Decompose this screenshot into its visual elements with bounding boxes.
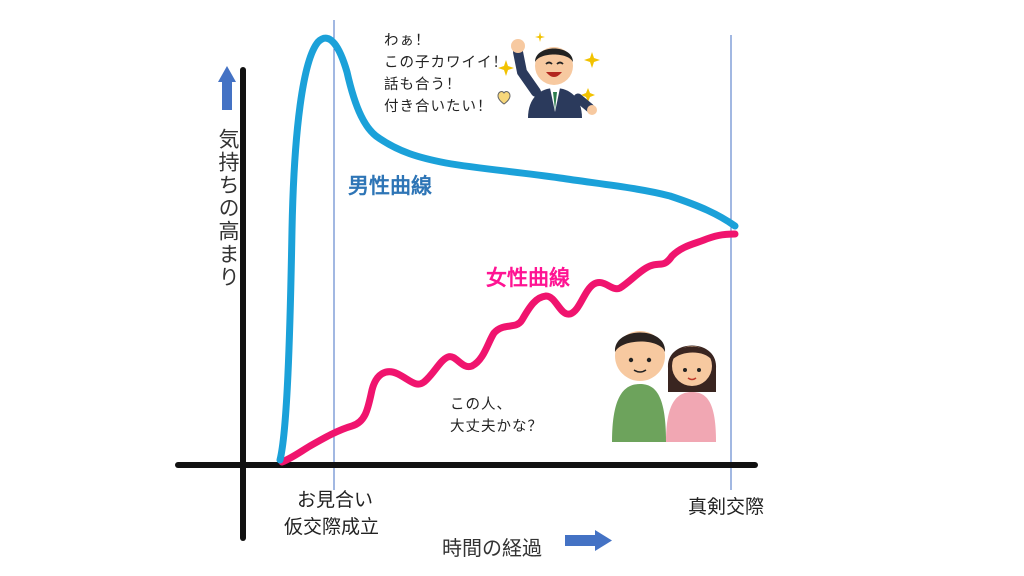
up-arrow-icon	[218, 66, 236, 110]
couple-icon	[612, 331, 717, 442]
provisional-dating-label: 仮交際成立	[284, 516, 380, 538]
sparkle-icon	[498, 60, 514, 76]
x-axis-label: 時間の経過	[442, 536, 542, 560]
male-speech-line: 付き合いたい！	[384, 99, 493, 115]
female-speech: この人、 大丈夫かな？	[450, 394, 543, 438]
sparkle-icon	[535, 32, 545, 42]
male-speech: わぁ！ この子カワイイ！ 話も合う！ 付き合いたい！	[384, 30, 508, 118]
female-speech-line: この人、	[450, 397, 512, 413]
male-curve-label: 男性曲線	[348, 174, 432, 198]
meeting-marker-label: お見合い	[297, 489, 374, 511]
male-speech-line: この子カワイイ！	[384, 55, 508, 71]
male-speech-line: わぁ！	[384, 33, 431, 49]
female-speech-line: 大丈夫かな？	[450, 419, 543, 435]
heart-icon	[497, 91, 511, 105]
sparkle-icon	[584, 52, 600, 68]
male-speech-line: 話も合う！	[384, 77, 462, 93]
excited-man-icon	[498, 32, 600, 118]
female-curve-label: 女性曲線	[486, 266, 570, 290]
sparkle-icon	[581, 88, 595, 102]
male-curve	[276, 34, 739, 464]
y-axis-label: 気持ちの高まり	[216, 128, 240, 289]
female-curve	[278, 230, 739, 466]
right-arrow-icon	[565, 530, 612, 551]
serious-dating-label: 真剣交際	[688, 496, 765, 518]
